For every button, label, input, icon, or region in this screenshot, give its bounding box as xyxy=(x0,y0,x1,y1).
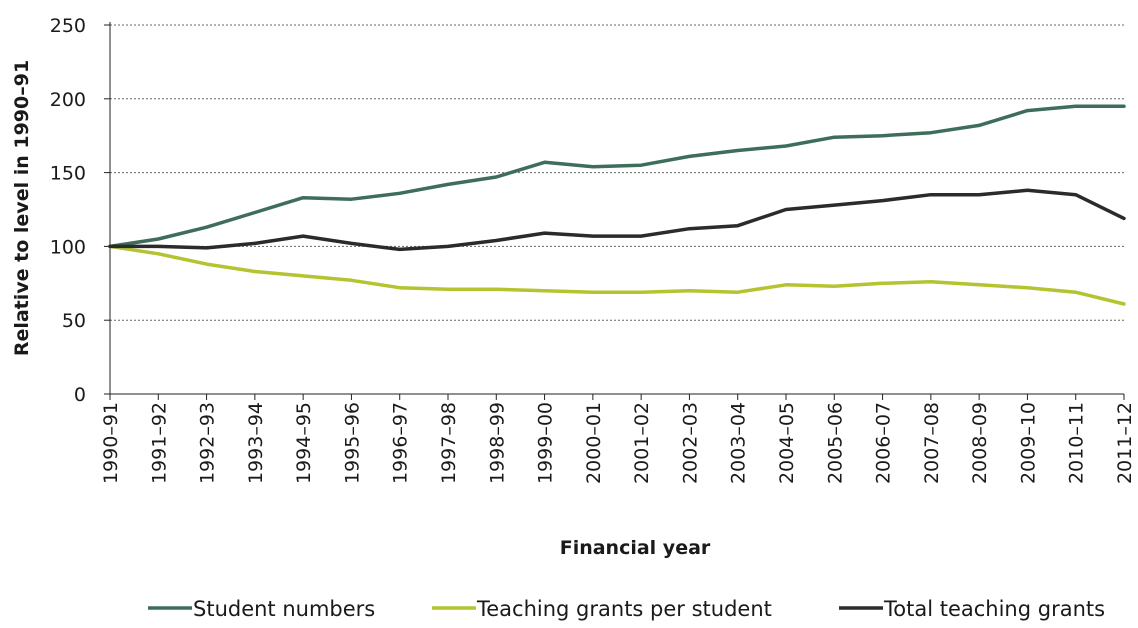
legend-label: Total teaching grants xyxy=(883,597,1105,621)
legend-label: Student numbers xyxy=(193,597,375,621)
y-tick-label: 150 xyxy=(50,163,86,185)
series-lines xyxy=(108,104,1126,306)
x-tick-label: 1996–97 xyxy=(390,402,412,484)
x-tick-label: 1995–96 xyxy=(341,402,363,484)
series-line-total-teaching-grants xyxy=(108,188,1126,252)
x-tick-label: 1993–94 xyxy=(245,402,267,484)
series-line-teaching-grants-per-student xyxy=(108,244,1126,306)
x-tick-label: 1994–95 xyxy=(293,402,315,484)
y-tick-label: 100 xyxy=(50,236,86,258)
x-tick-label: 2007–08 xyxy=(921,402,943,484)
x-tick-label: 1998–99 xyxy=(486,402,508,484)
x-tick-label: 1992–93 xyxy=(197,402,219,484)
x-tick-label: 2011–12 xyxy=(1114,402,1136,484)
y-tick-labels: 0 50 100 150 200 250 xyxy=(50,15,86,406)
y-axis-title: Relative to level in 1990–91 xyxy=(11,60,33,356)
x-tick-label: 1999–00 xyxy=(535,402,557,484)
x-tick-label: 1991–92 xyxy=(148,402,170,484)
x-tick-label: 2004–05 xyxy=(776,402,798,484)
x-tick-label: 1990–91 xyxy=(100,402,122,484)
x-tick-label: 2006–07 xyxy=(873,402,895,484)
x-tick-labels: 1990–91 1991–92 1992–93 1993–94 1994–95 1995–… xyxy=(100,402,1136,484)
y-tick-label: 50 xyxy=(62,310,86,332)
legend: Student numbers Teaching grants per stude… xyxy=(148,597,1105,621)
series-line-student-numbers xyxy=(108,104,1126,249)
x-tick-label: 2008–09 xyxy=(969,402,991,484)
x-tick-label: 2002–03 xyxy=(679,402,701,484)
x-tick-label: 2010–11 xyxy=(1066,402,1088,484)
x-tick-label: 2009–10 xyxy=(1017,402,1039,484)
x-tick-label: 2000–01 xyxy=(583,402,605,484)
y-tick-label: 250 xyxy=(50,15,86,37)
x-axis-title: Financial year xyxy=(560,537,711,559)
y-tick-label: 200 xyxy=(50,89,86,111)
x-tick-label: 2005–06 xyxy=(824,402,846,484)
axes xyxy=(104,22,1125,400)
x-tick-label: 2003–04 xyxy=(728,402,750,484)
x-tick-label: 1997–98 xyxy=(438,402,460,484)
x-tick-label: 2001–02 xyxy=(631,402,653,484)
y-tick-label: 0 xyxy=(74,384,86,406)
legend-label: Teaching grants per student xyxy=(476,597,772,621)
gridlines xyxy=(110,24,1124,321)
